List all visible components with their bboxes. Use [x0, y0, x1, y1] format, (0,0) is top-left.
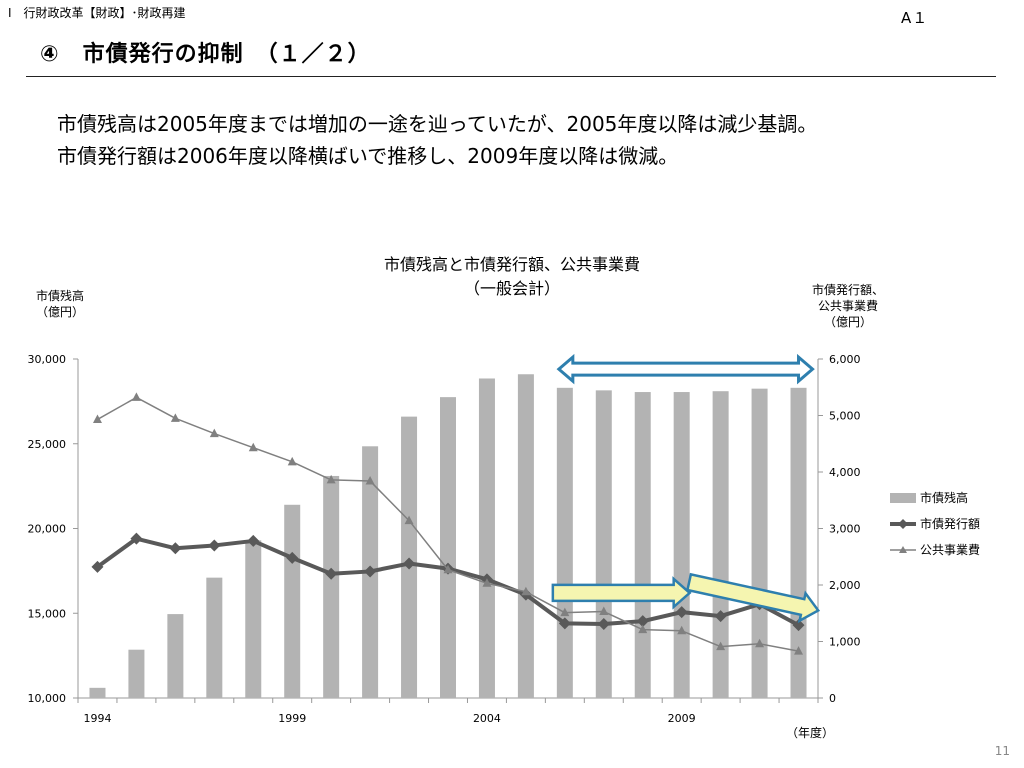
point-公共事業費: [482, 578, 492, 587]
legend-marker-公共事業費: [899, 546, 907, 553]
right-tick-label: 6,000: [829, 353, 861, 366]
left-axis-label: 市債残高: [36, 288, 84, 303]
left-axis-label: （億円）: [36, 305, 84, 319]
point-市債発行額: [247, 534, 260, 547]
right-tick-label: 5,000: [829, 410, 861, 423]
double-arrow-annotation: [556, 353, 815, 385]
title-rule: [26, 76, 996, 77]
legend-label-市債発行額: 市債発行額: [920, 516, 980, 531]
chart-title: 市債残高と市債発行額、公共事業費: [384, 255, 640, 274]
point-公共事業費: [92, 414, 102, 423]
right-tick-label: 2,000: [829, 579, 861, 592]
legend-marker-市債発行額: [898, 519, 908, 529]
left-tick-label: 25,000: [28, 438, 67, 451]
point-市債発行額: [130, 532, 143, 545]
point-公共事業費: [560, 607, 570, 617]
left-tick-label: 10,000: [28, 692, 67, 705]
point-公共事業費: [326, 474, 336, 484]
point-公共事業費: [287, 456, 297, 466]
point-市債発行額: [286, 551, 299, 564]
bar-市債残高: [517, 374, 534, 698]
bar-市債残高: [284, 504, 301, 698]
point-公共事業費: [755, 638, 765, 648]
legend-label-市債残高: 市債残高: [920, 490, 968, 505]
point-市債発行額: [169, 542, 182, 555]
summary-text: 市債残高は2005年度までは増加の一途を辿っていたが、2005年度以降は減少基調…: [57, 108, 817, 172]
bar-市債残高: [634, 392, 651, 698]
point-市債発行額: [675, 606, 688, 619]
page-number: 11: [994, 744, 1010, 758]
page-title: ④ 市債発行の抑制 （１／２）: [40, 42, 371, 67]
trend-arrow-annotation-1: [551, 576, 692, 610]
point-市債発行額: [403, 557, 416, 570]
bar-市債残高: [167, 614, 184, 698]
point-公共事業費: [248, 442, 258, 452]
right-axis-label: 公共事業費: [818, 298, 878, 313]
x-tick-label: 1994: [83, 712, 111, 725]
x-tick-label: 1999: [278, 712, 306, 725]
summary-line-2: 市債発行額は2006年度以降横ばいで推移し、2009年度以降は微減。: [57, 144, 679, 168]
point-市債発行額: [597, 617, 610, 630]
x-axis-label: （年度）: [786, 725, 834, 740]
point-公共事業費: [131, 392, 141, 401]
bar-市債残高: [556, 387, 573, 698]
bar-市債残高: [206, 577, 223, 698]
bar-市債残高: [323, 475, 340, 698]
point-市債発行額: [792, 619, 805, 632]
x-tick-label: 2004: [473, 712, 501, 725]
bar-市債残高: [401, 416, 418, 698]
right-axis-label: 市債発行額、: [812, 282, 884, 297]
point-市債発行額: [325, 567, 338, 580]
section-label: Ⅰ 行財政改革【財政】･財政再建: [8, 6, 186, 20]
chart-subtitle: （一般会計）: [464, 279, 560, 298]
trend-arrow-annotation-2: [685, 572, 821, 624]
point-公共事業費: [716, 641, 726, 651]
point-公共事業費: [404, 515, 414, 525]
summary-line-1: 市債残高は2005年度までは増加の一途を辿っていたが、2005年度以降は減少基調…: [57, 112, 818, 136]
legend-label-公共事業費: 公共事業費: [920, 542, 980, 557]
legend-swatch-市債残高: [890, 493, 916, 503]
bar-市債残高: [478, 378, 495, 698]
right-tick-label: 0: [829, 692, 836, 705]
left-tick-label: 20,000: [28, 523, 67, 536]
point-市債発行額: [208, 539, 221, 552]
point-市債発行額: [714, 610, 727, 623]
point-公共事業費: [638, 624, 648, 634]
bar-市債残高: [673, 392, 690, 698]
left-tick-label: 30,000: [28, 353, 67, 366]
bar-市債残高: [595, 390, 612, 698]
x-tick-label: 2009: [668, 712, 696, 725]
bar-市債残高: [128, 649, 145, 698]
left-tick-label: 15,000: [28, 607, 67, 620]
point-公共事業費: [599, 606, 609, 616]
point-公共事業費: [365, 476, 375, 485]
point-市債発行額: [636, 615, 649, 628]
point-公共事業費: [170, 413, 180, 422]
bar-市債残高: [245, 540, 262, 698]
slide-id: A１: [901, 9, 929, 27]
right-tick-label: 4,000: [829, 466, 861, 479]
bar-市債残高: [712, 391, 729, 698]
point-市債発行額: [364, 565, 377, 578]
right-tick-label: 1,000: [829, 636, 861, 649]
right-axis-label: （億円）: [824, 315, 872, 329]
point-公共事業費: [209, 428, 219, 438]
point-公共事業費: [677, 625, 687, 635]
point-公共事業費: [794, 646, 804, 655]
point-市債発行額: [558, 617, 571, 630]
point-市債発行額: [91, 560, 104, 573]
point-公共事業費: [443, 564, 453, 574]
bar-市債残高: [751, 388, 768, 698]
bar-市債残高: [89, 687, 106, 698]
point-公共事業費: [521, 586, 531, 596]
bar-市債残高: [440, 397, 456, 698]
right-tick-label: 3,000: [829, 523, 861, 536]
